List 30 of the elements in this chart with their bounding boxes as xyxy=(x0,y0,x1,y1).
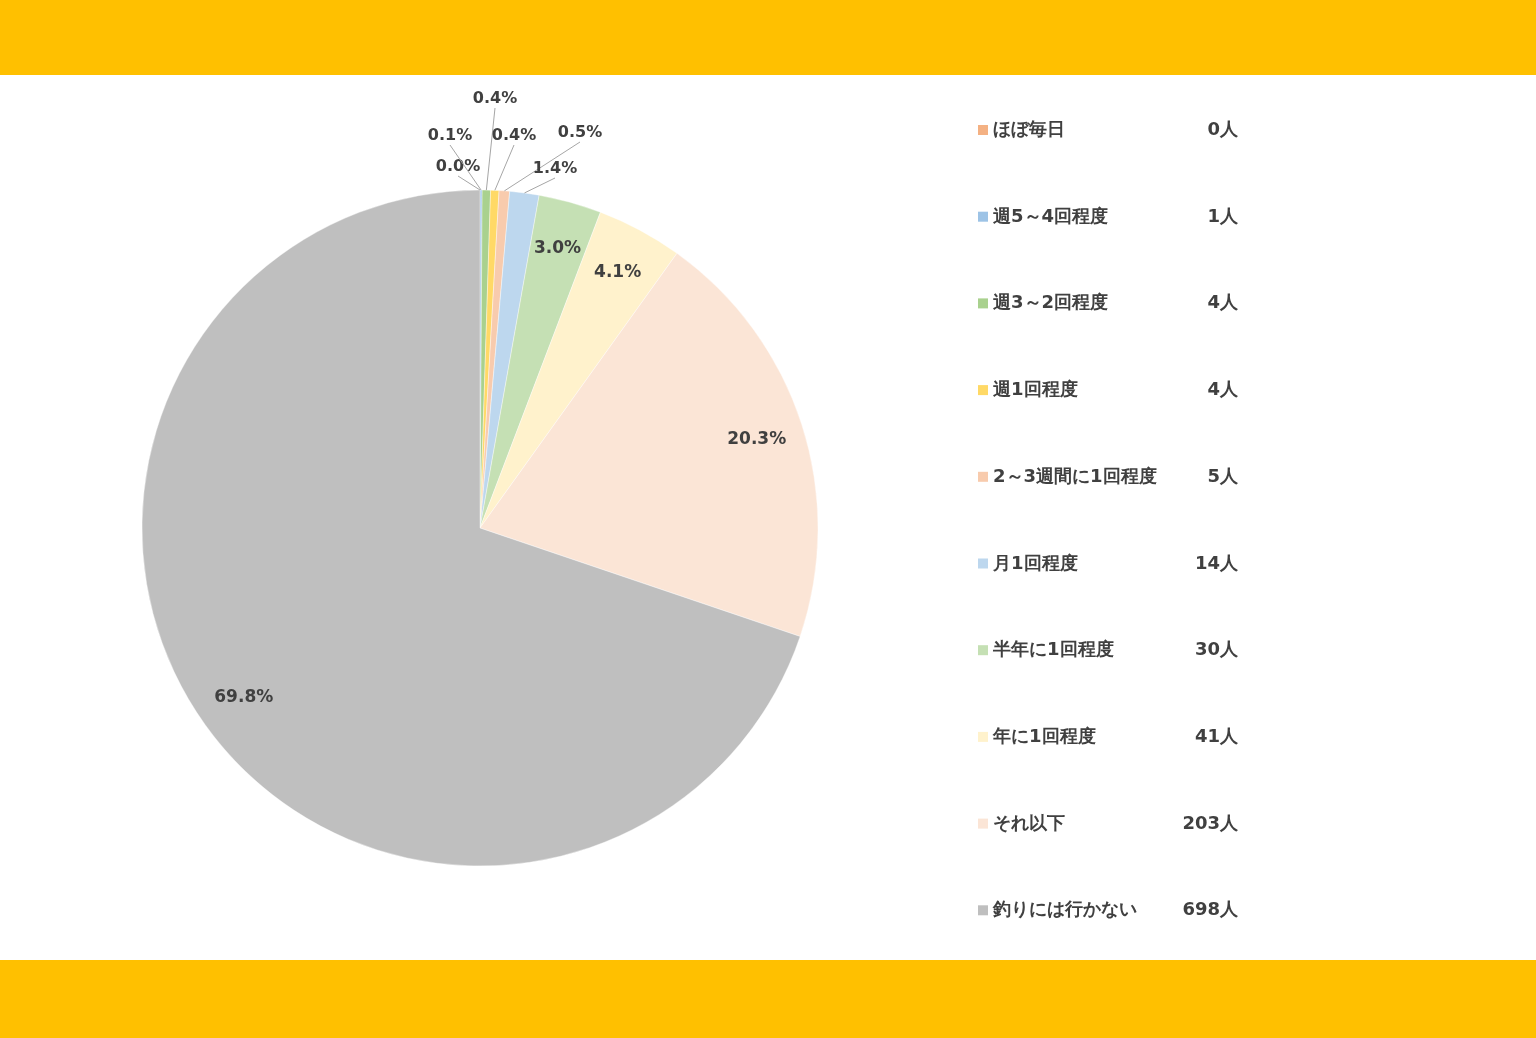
text: 14人 xyxy=(1194,551,1239,573)
legend-label: それ以下 xyxy=(993,811,1065,833)
data-label: 1.4% xyxy=(532,157,578,177)
text: 203人 xyxy=(1182,811,1239,833)
legend-label: 年に1回程度 xyxy=(992,724,1096,746)
data-label: 20.3% xyxy=(727,428,787,449)
text: 4人 xyxy=(1207,291,1239,313)
legend-label: 2～3週間に1回程度 xyxy=(993,464,1157,486)
data-label: 0.1% xyxy=(427,124,473,144)
data-label: 0.4% xyxy=(472,87,518,107)
text: 41人 xyxy=(1194,724,1239,746)
legend-label: 週1回程度 xyxy=(992,378,1078,400)
legend-label: 月1回程度 xyxy=(992,551,1078,573)
data-label: 4.1% xyxy=(594,260,642,281)
text: 30人 xyxy=(1194,638,1239,660)
legend-label: 週5～4回程度 xyxy=(992,204,1109,226)
text: 0.0% xyxy=(435,155,481,175)
data-label: 0.4% xyxy=(491,124,537,144)
text: 4人 xyxy=(1207,378,1239,400)
text: 0人 xyxy=(1207,118,1239,139)
data-label: 69.8% xyxy=(214,686,274,707)
legend-label: 半年に1回程度 xyxy=(992,638,1114,660)
legend-label: 週3～2回程度 xyxy=(992,291,1109,313)
data-label: 3.0% xyxy=(534,236,582,257)
legend-label: ほぼ毎日 xyxy=(993,118,1065,139)
data-label: 0.5% xyxy=(557,121,603,141)
text: 698人 xyxy=(1182,898,1239,920)
text: 1人 xyxy=(1207,204,1239,226)
legend-label: 釣りには行かない xyxy=(992,898,1137,920)
text: 5人 xyxy=(1207,464,1239,486)
